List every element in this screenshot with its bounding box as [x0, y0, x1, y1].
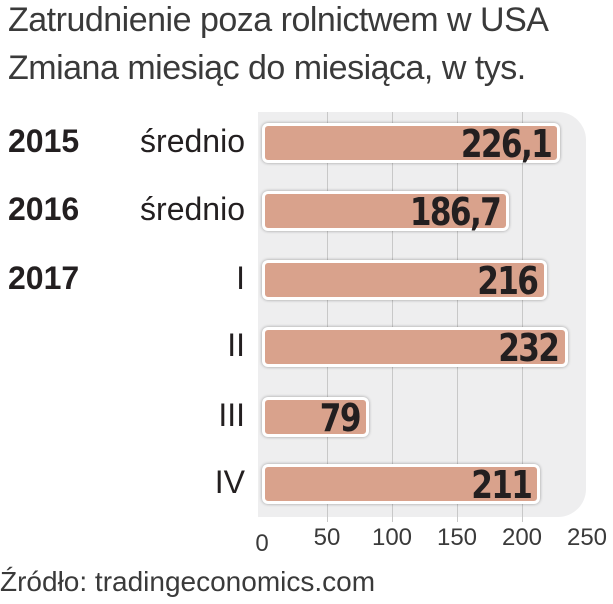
x-tick-label: 250 [566, 524, 608, 551]
bar-value-label: 226,1 [460, 122, 553, 166]
x-tick-label: 100 [371, 524, 413, 551]
gridline [522, 112, 523, 522]
source-note: Źródło: tradingeconomics.com [0, 566, 376, 597]
bar: 226,1 [262, 122, 560, 166]
year-label: 2016 [8, 191, 80, 227]
chart-title: Zatrudnienie poza rolnictwem w USA [8, 1, 549, 39]
gridline [327, 112, 328, 522]
bar: 216 [262, 259, 547, 303]
gridline [392, 112, 393, 522]
x-tick-label: 0 [255, 530, 269, 557]
plot-area [258, 112, 586, 517]
category-label: średnio [140, 123, 245, 159]
chart-subtitle: Zmiana miesiąc do miesiąca, w tys. [8, 49, 526, 87]
bar: 211 [262, 463, 541, 507]
bar: 79 [262, 396, 369, 440]
x-tick-label: 200 [501, 524, 543, 551]
bar-value-label: 232 [498, 326, 560, 370]
bar: 186,7 [262, 190, 509, 234]
year-label: 2015 [8, 123, 80, 159]
year-label: 2017 [8, 260, 80, 296]
x-tick-label: 50 [313, 524, 341, 551]
category-label: III [218, 397, 245, 433]
gridline [457, 112, 458, 522]
bar: 232 [262, 326, 568, 370]
bar-value-label: 216 [477, 259, 540, 303]
bar-value-label: 186,7 [409, 190, 501, 234]
category-label: średnio [140, 191, 245, 227]
bar-value-label: 79 [319, 396, 362, 440]
category-label: IV [214, 464, 245, 500]
bar-value-label: 211 [471, 463, 533, 507]
x-tick-label: 150 [436, 524, 478, 551]
category-label: II [227, 327, 245, 363]
category-label: I [236, 260, 245, 296]
